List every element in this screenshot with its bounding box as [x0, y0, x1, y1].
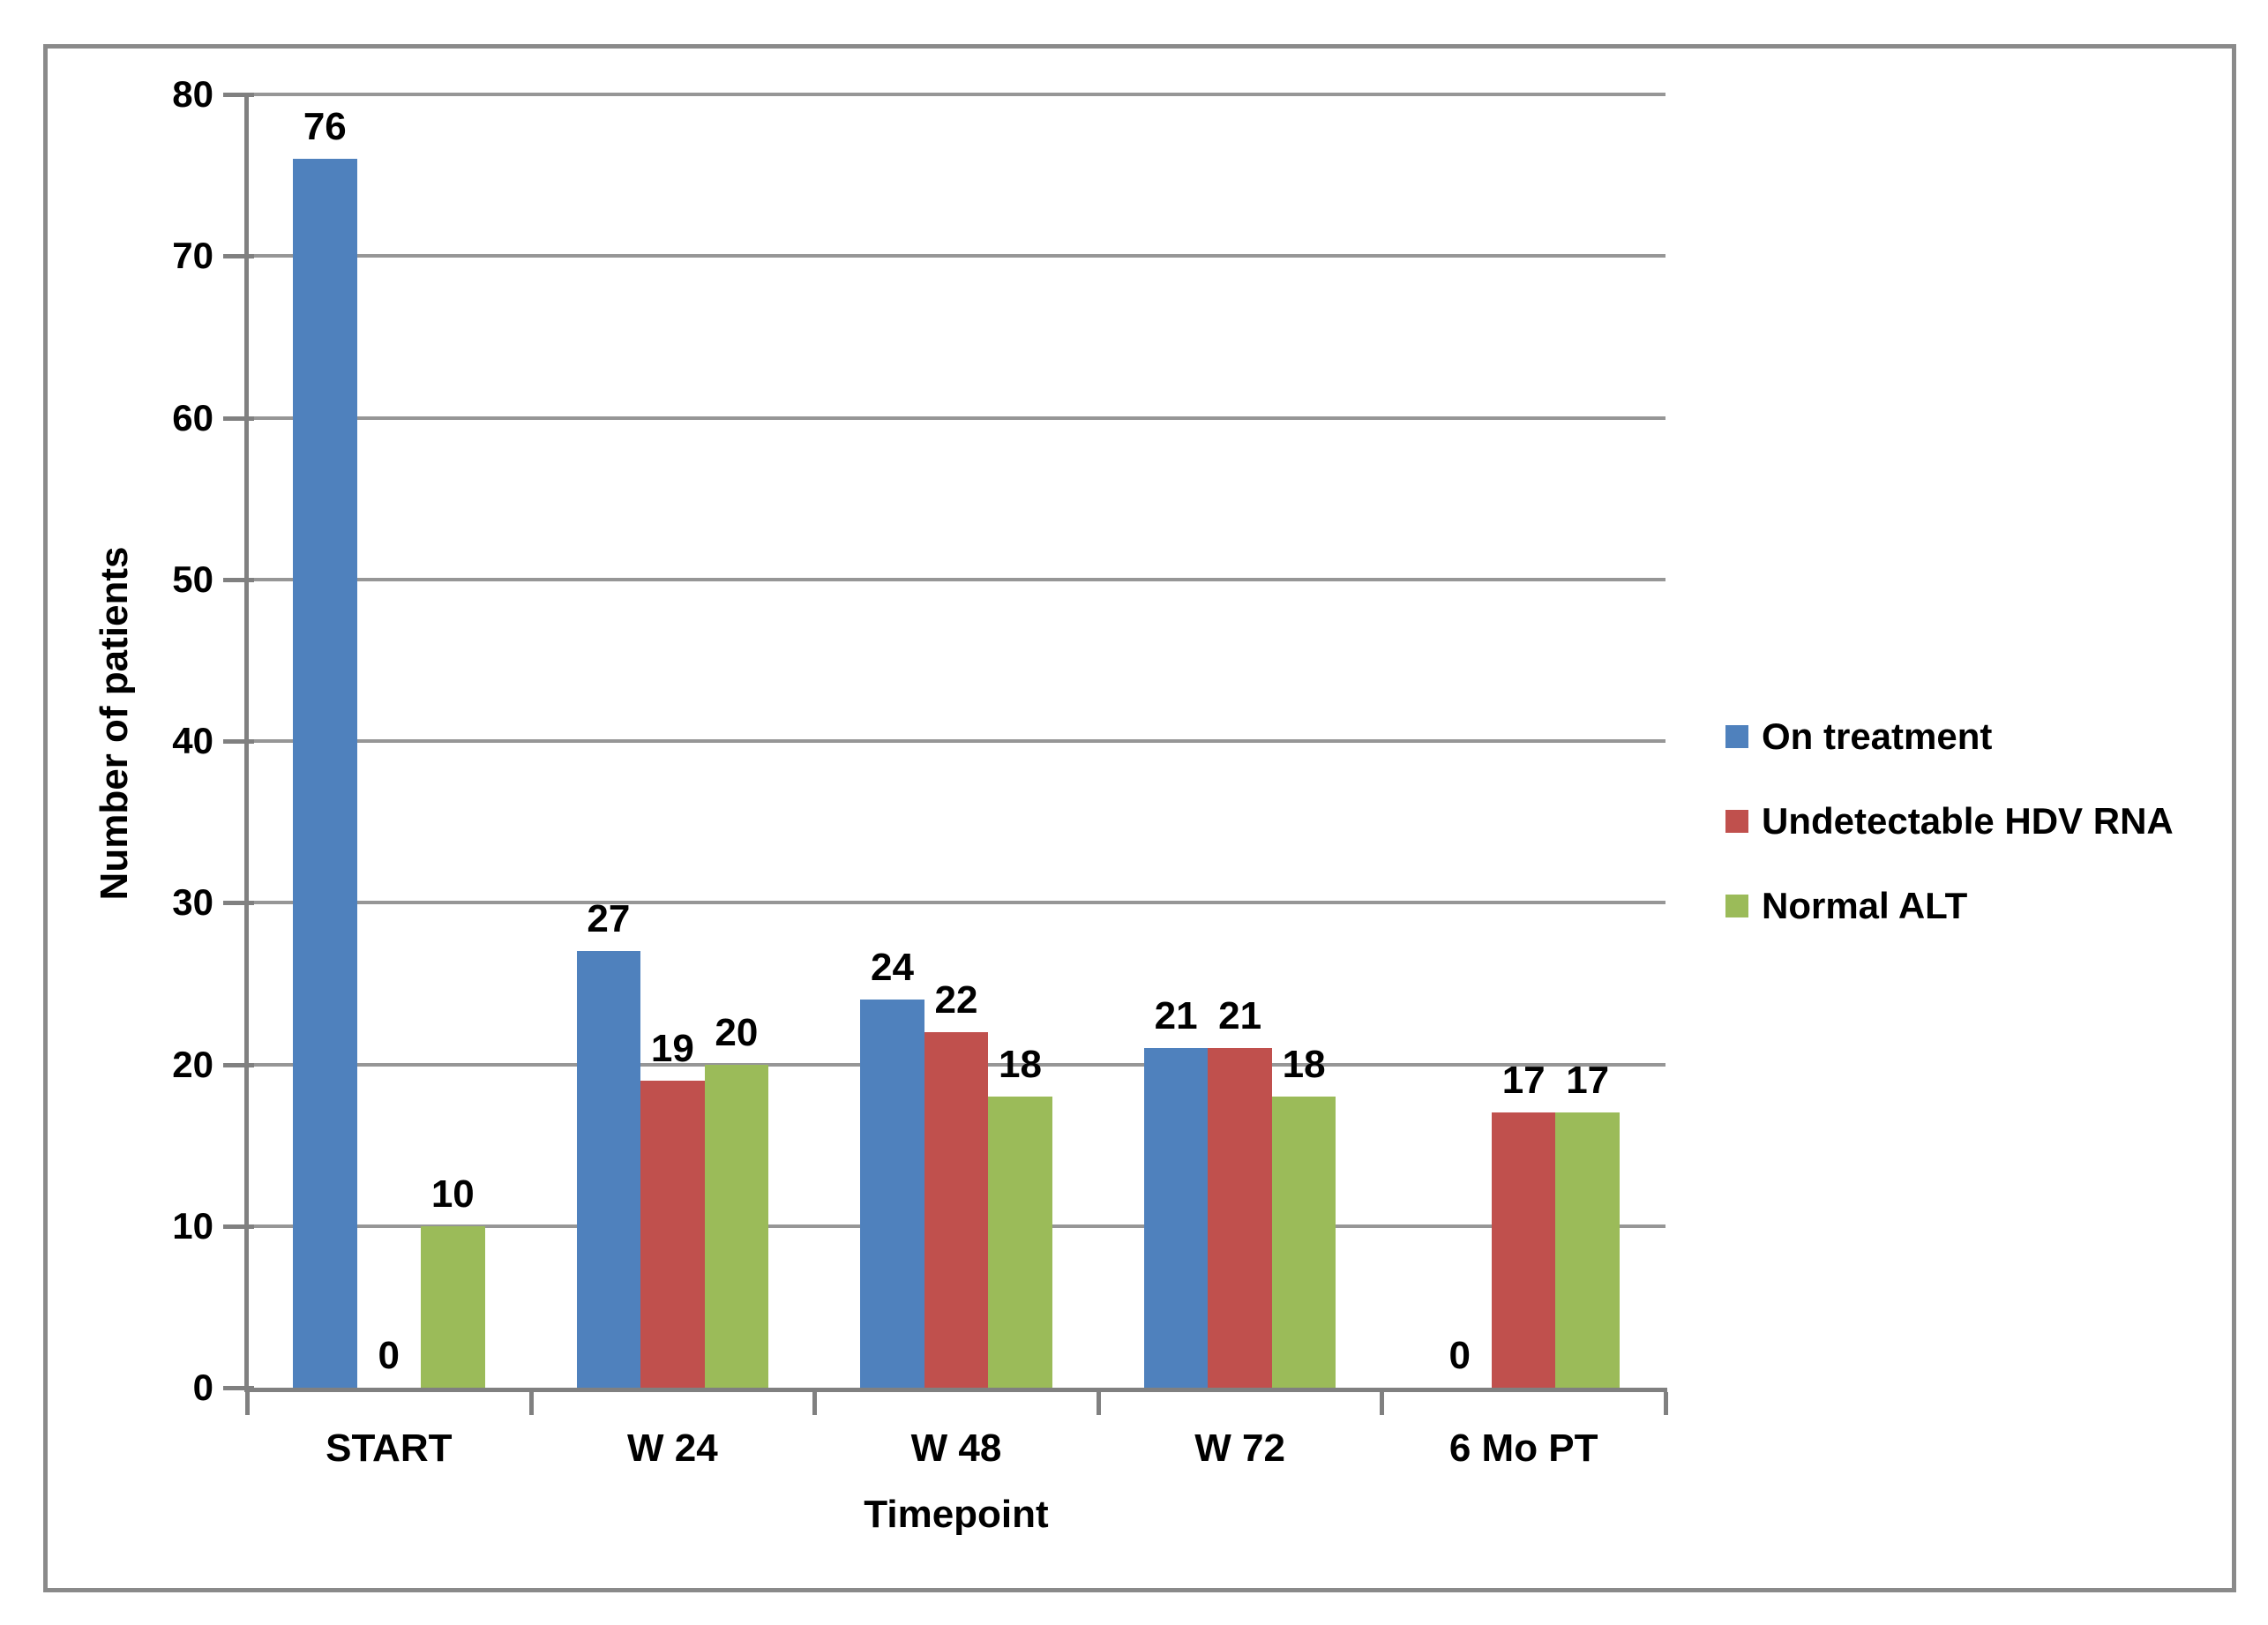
bar — [640, 1080, 705, 1388]
bar — [1555, 1112, 1620, 1388]
y-axis-tick — [223, 416, 254, 421]
y-axis-tick — [223, 901, 254, 906]
x-axis-tick — [528, 1392, 534, 1415]
data-label: 18 — [999, 1043, 1042, 1087]
x-axis-tick — [245, 1392, 250, 1415]
legend-swatch-undetectable-hdv-rna-icon — [1725, 810, 1748, 833]
bar — [704, 1064, 769, 1388]
legend-label: Normal ALT — [1762, 885, 1968, 926]
data-label: 18 — [1282, 1043, 1326, 1087]
legend-swatch-normal-alt-icon — [1725, 895, 1748, 917]
x-axis-tick — [1664, 1392, 1668, 1415]
gridline — [247, 901, 1665, 905]
y-tick-label: 60 — [172, 396, 213, 438]
y-axis-tick — [223, 93, 254, 97]
x-category-label: 6 Mo PT — [1448, 1427, 1598, 1470]
legend-label: On treatment — [1762, 715, 1993, 757]
gridline — [247, 416, 1665, 420]
data-label: 0 — [378, 1334, 400, 1377]
data-label: 19 — [650, 1026, 694, 1070]
data-label: 76 — [303, 105, 347, 149]
bar — [576, 951, 641, 1388]
legend-swatch-on-treatment-icon — [1725, 725, 1748, 748]
y-tick-label: 50 — [172, 558, 213, 600]
x-axis-tick — [812, 1392, 818, 1415]
y-axis-tick — [223, 739, 254, 744]
y-tick-label: 40 — [172, 720, 213, 761]
gridline — [247, 254, 1665, 258]
y-tick-label: 0 — [192, 1367, 213, 1408]
data-label: 10 — [430, 1172, 475, 1216]
x-category-label: START — [326, 1427, 453, 1470]
y-tick-label: 20 — [172, 1043, 213, 1085]
legend-item: On treatment — [1725, 716, 2174, 757]
bar — [988, 1097, 1052, 1388]
legend-item: Normal ALT — [1725, 886, 2174, 926]
gridline — [247, 739, 1665, 743]
legend-item: Undetectable HDV RNA — [1725, 801, 2174, 842]
data-label: 21 — [1154, 994, 1198, 1038]
x-category-label: W 24 — [627, 1427, 718, 1470]
bar — [924, 1031, 989, 1388]
gridline — [247, 93, 1665, 96]
legend-label: Undetectable HDV RNA — [1762, 800, 2174, 842]
y-axis-tick — [223, 254, 254, 259]
y-axis-tick — [223, 577, 254, 582]
data-label: 0 — [1448, 1334, 1471, 1377]
x-axis-title: Timepoint — [864, 1493, 1049, 1536]
legend: On treatment Undetectable HDV RNA Normal… — [1725, 716, 2174, 970]
bar — [293, 159, 357, 1388]
data-label: 22 — [934, 977, 978, 1022]
data-label: 17 — [1501, 1059, 1546, 1103]
y-tick-label: 30 — [172, 881, 213, 924]
x-category-label: W 48 — [910, 1427, 1002, 1470]
data-label: 21 — [1218, 994, 1262, 1038]
chart-frame — [43, 44, 2236, 1592]
bar — [421, 1225, 485, 1388]
bar — [1143, 1048, 1209, 1388]
y-axis-tick — [223, 1224, 254, 1229]
data-label: 17 — [1566, 1059, 1610, 1103]
y-tick-label: 70 — [172, 235, 213, 277]
bar — [860, 1000, 924, 1388]
x-axis-line — [244, 1388, 1667, 1392]
bar — [1208, 1048, 1272, 1388]
x-category-label: W 72 — [1194, 1427, 1285, 1470]
y-tick-label: 80 — [172, 73, 213, 115]
x-axis-tick — [1380, 1392, 1385, 1415]
data-label: 24 — [871, 946, 914, 990]
y-axis-tick — [223, 1386, 254, 1390]
x-axis-tick — [1096, 1392, 1101, 1415]
y-axis-tick — [223, 1062, 254, 1067]
y-axis-line — [244, 94, 249, 1392]
data-label: 27 — [587, 897, 631, 941]
gridline — [247, 577, 1665, 581]
y-tick-label: 10 — [172, 1204, 213, 1247]
bar — [1271, 1097, 1336, 1388]
bar — [1491, 1112, 1556, 1388]
data-label: 20 — [715, 1010, 759, 1054]
